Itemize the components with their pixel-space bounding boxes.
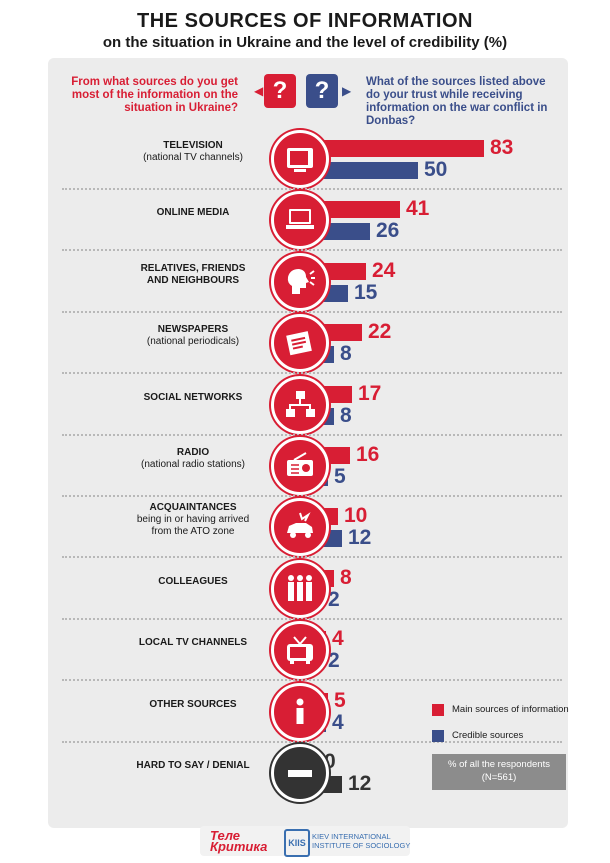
row-divider — [62, 188, 562, 190]
value-credible: 5 — [334, 465, 346, 488]
row-divider — [62, 433, 562, 436]
legend-label-main: Main sources of information — [452, 704, 569, 715]
chart-subtitle: on the situation in Ukraine and the leve… — [102, 34, 508, 51]
radio-icon — [271, 437, 329, 495]
legend-label-credible: Credible sources — [452, 730, 524, 741]
network-icon — [271, 375, 329, 434]
row-label-line: RELATIVES, FRIENDS — [140, 262, 246, 274]
kiis-logo-mark: KIIS — [284, 829, 310, 857]
value-main: 5 — [334, 688, 346, 712]
row-label: OTHER SOURCES — [118, 699, 268, 711]
value-credible: 50 — [424, 158, 448, 181]
value-main: 17 — [358, 381, 382, 405]
question-main-sources: From what sources do you get most of the… — [71, 76, 238, 114]
row-label: HARD TO SAY / DENIAL — [118, 760, 268, 772]
value-main: 4 — [332, 627, 344, 651]
value-credible: 8 — [340, 342, 352, 366]
footer-logos — [200, 826, 410, 856]
row-divider — [62, 679, 562, 682]
question-credible-sources: What of the sources listed above do your… — [366, 76, 548, 127]
row-label-line: LOCAL TV CHANNELS — [138, 637, 248, 649]
speaking-head-icon — [271, 252, 329, 311]
row-label-line: RADIO — [176, 447, 210, 458]
row-label-line: COLLEAGUES — [158, 575, 228, 587]
value-credible: 8 — [340, 403, 352, 427]
bar-credible — [318, 162, 418, 179]
row-label-line: SOCIAL NETWORKS — [143, 391, 243, 403]
row-label-line: AND NEIGHBOURS — [146, 274, 240, 286]
value-credible: 15 — [354, 280, 378, 304]
row-divider — [62, 740, 562, 743]
row-divider — [62, 495, 562, 497]
newspaper-icon — [271, 314, 329, 373]
value-credible: 12 — [348, 526, 372, 550]
row-label-line: ONLINE MEDIA — [156, 207, 230, 219]
value-credible: 26 — [376, 219, 400, 243]
kiis-logo-line2: INSTITUTE OF SOCIOLOGY — [312, 841, 411, 850]
value-credible: 2 — [328, 587, 340, 611]
row-divider — [62, 556, 562, 559]
bar-main — [318, 262, 366, 280]
minus-icon — [271, 744, 329, 802]
bar-main — [318, 140, 484, 157]
question-mark-red-icon: ? — [264, 74, 296, 108]
bar-main — [318, 201, 400, 219]
row-label-line: TELEVISION — [163, 140, 223, 151]
kiis-logo-text: KIEV INTERNATIONAL INSTITUTE OF SOCIOLOG… — [312, 832, 410, 850]
row-label-line: (national TV channels) — [143, 152, 243, 163]
question-mark-blue-icon: ? — [306, 74, 338, 108]
row-label-line: from the ATO zone — [151, 526, 235, 538]
row-label: TELEVISION (national TV channels) — [118, 140, 268, 164]
row-divider — [62, 372, 562, 375]
row-label: RADIO (national radio stations) — [118, 447, 268, 471]
row-label: COLLEAGUES — [118, 576, 268, 588]
row-label-line: (national periodicals) — [146, 336, 240, 348]
arrow-left-icon: ◀ — [254, 84, 264, 98]
row-label: RELATIVES, FRIENDS AND NEIGHBOURS — [118, 263, 268, 287]
value-main: 8 — [340, 565, 352, 589]
row-label: SOCIAL NETWORKS — [118, 392, 268, 404]
row-divider — [62, 310, 562, 313]
row-label-line: (national radio stations) — [141, 459, 245, 470]
tv-icon — [271, 130, 329, 188]
info-icon — [271, 682, 329, 741]
laptop-icon — [271, 191, 329, 250]
row-label: NEWSPAPERS (national periodicals) — [118, 324, 268, 348]
car-crash-icon — [271, 498, 329, 557]
row-label-line: NEWSPAPERS — [157, 324, 229, 336]
legend-swatch-main — [432, 704, 444, 716]
row-label-line: ACQUAINTANCES — [149, 502, 237, 514]
row-label: LOCAL TV CHANNELS — [118, 637, 268, 649]
row-divider — [62, 617, 562, 620]
respondents-note: % of all the respondents (N=561) — [432, 754, 566, 790]
row-label-line: HARD TO SAY / DENIAL — [136, 760, 250, 771]
legend-swatch-credible — [432, 730, 444, 742]
value-main: 41 — [406, 197, 430, 221]
value-credible: 12 — [348, 772, 372, 795]
value-credible: 2 — [328, 649, 340, 673]
row-divider — [62, 249, 562, 252]
value-credible: 4 — [332, 710, 344, 734]
value-main: 24 — [372, 258, 396, 282]
value-main: 22 — [368, 320, 392, 344]
row-label: ONLINE MEDIA — [118, 207, 268, 219]
value-main: 0 — [324, 750, 336, 773]
row-label-line: being in or having arrived — [136, 514, 250, 526]
bar-main — [318, 324, 362, 342]
value-main: 83 — [490, 136, 514, 159]
retro-tv-icon — [271, 621, 329, 680]
row-label-line: OTHER SOURCES — [149, 698, 237, 710]
telekritika-logo-line2: Критика — [210, 839, 268, 854]
telekritika-logo: Теле Критика — [210, 828, 268, 854]
arrow-right-icon: ▶ — [342, 84, 352, 98]
chart-title: THE SOURCES OF INFORMATION — [137, 10, 473, 32]
bar-credible — [318, 223, 370, 241]
row-label: ACQUAINTANCES being in or having arrived f… — [118, 502, 268, 538]
kiis-logo-line1: KIEV INTERNATIONAL — [312, 832, 391, 841]
value-main: 10 — [344, 504, 368, 528]
people-icon — [271, 559, 329, 618]
value-main: 16 — [356, 443, 380, 466]
telekritika-logo-line1: Теле — [210, 828, 240, 843]
